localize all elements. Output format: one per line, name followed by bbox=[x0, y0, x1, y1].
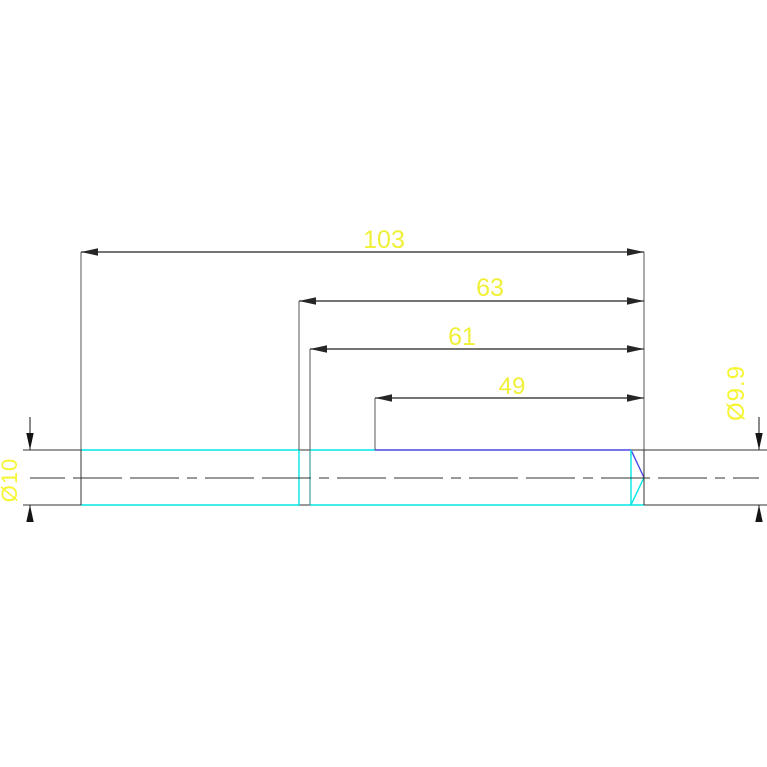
svg-text:49: 49 bbox=[499, 373, 526, 400]
svg-text:103: 103 bbox=[363, 226, 405, 254]
svg-text:61: 61 bbox=[448, 323, 476, 351]
svg-text:63: 63 bbox=[476, 274, 504, 302]
svg-text:Ø10: Ø10 bbox=[0, 458, 22, 503]
svg-text:Ø9.9: Ø9.9 bbox=[723, 365, 750, 421]
